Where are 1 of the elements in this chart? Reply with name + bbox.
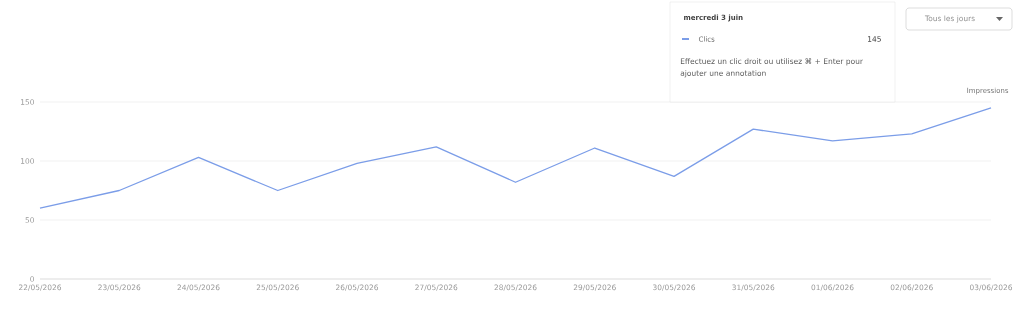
line-series <box>39 107 992 209</box>
